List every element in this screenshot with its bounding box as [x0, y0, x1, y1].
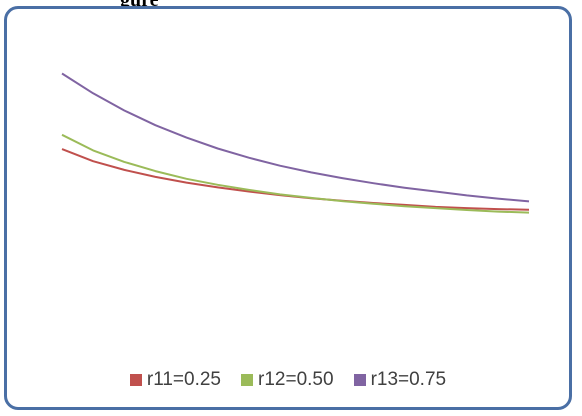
legend-swatch-2 — [241, 374, 254, 386]
plot-area — [61, 72, 530, 214]
page-heading: gure — [120, 0, 159, 12]
legend: r11=0.25 r12=0.50 r13=0.75 — [7, 366, 569, 394]
chart-frame: r11=0.25 r12=0.50 r13=0.75 — [4, 6, 572, 410]
series-line-1 — [61, 148, 530, 211]
legend-swatch-3 — [353, 374, 366, 386]
legend-item-2: r12=0.50 — [241, 369, 334, 391]
legend-item-3: r13=0.75 — [353, 369, 447, 391]
series-line-2 — [61, 133, 530, 214]
series-line-3 — [61, 72, 530, 203]
legend-label-2: r12=0.50 — [258, 369, 334, 390]
legend-label-3: r13=0.75 — [370, 369, 447, 390]
legend-item-1: r11=0.25 — [129, 369, 222, 391]
legend-label-1: r11=0.25 — [146, 369, 222, 390]
legend-swatch-1 — [129, 374, 142, 386]
